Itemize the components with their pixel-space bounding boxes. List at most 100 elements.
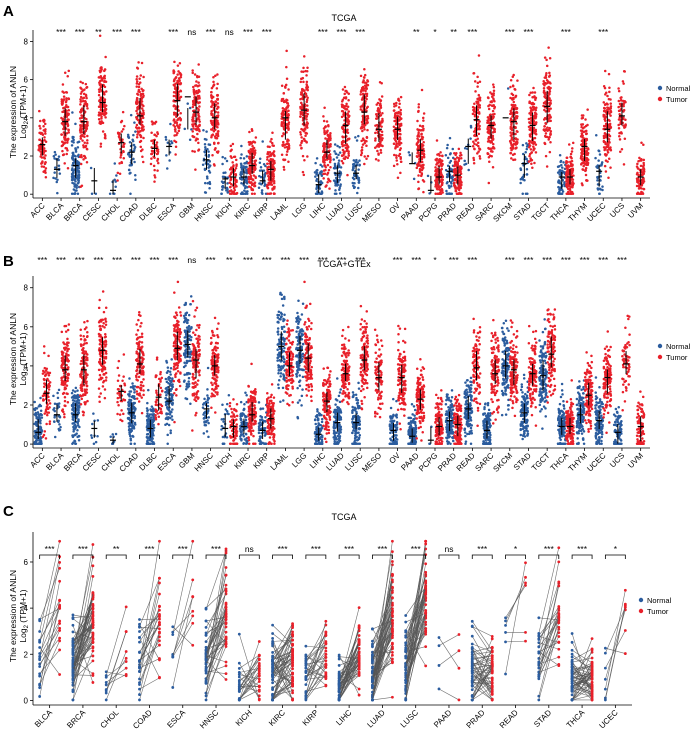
data-point (329, 137, 332, 140)
data-point (285, 77, 289, 80)
data-point (338, 192, 342, 195)
data-point (474, 138, 477, 142)
normal-points-paad (407, 151, 417, 181)
data-point (302, 129, 306, 133)
data-point (515, 106, 518, 110)
data-point (567, 187, 571, 191)
data-point (173, 134, 176, 137)
normal-points-lihc (313, 157, 324, 196)
data-point (619, 99, 623, 102)
data-point (365, 157, 368, 161)
data-point (305, 86, 308, 89)
data-point (417, 174, 420, 177)
data-point (74, 150, 78, 153)
data-point (421, 178, 425, 182)
data-point (324, 168, 327, 172)
data-point (417, 106, 420, 109)
data-point (473, 80, 477, 83)
data-point (97, 93, 101, 97)
data-point (528, 112, 531, 115)
data-point (329, 142, 332, 146)
data-point (191, 69, 194, 72)
data-point (79, 137, 83, 140)
data-point (194, 168, 197, 171)
data-point (636, 191, 640, 194)
data-point (566, 160, 569, 164)
data-point (79, 92, 83, 95)
data-point (102, 112, 106, 116)
data-point (266, 186, 270, 190)
data-point (300, 136, 303, 139)
data-point (547, 117, 550, 121)
data-point (137, 127, 141, 130)
data-point (66, 392, 69, 396)
data-point (513, 158, 517, 161)
data-point (46, 385, 50, 389)
data-point (353, 174, 356, 177)
data-point (76, 146, 80, 149)
data-point (328, 179, 332, 183)
data-point (333, 150, 336, 153)
data-point (60, 133, 63, 136)
data-point (284, 86, 287, 89)
data-point (533, 136, 537, 140)
normal-points-gbm (183, 96, 193, 141)
data-point (393, 134, 397, 138)
data-point (67, 109, 71, 112)
significance-label: *** (150, 255, 161, 265)
data-point (142, 75, 145, 79)
significance-label: ** (226, 255, 233, 265)
data-point (66, 141, 69, 144)
data-point (156, 131, 159, 134)
data-point (419, 129, 422, 132)
data-point (52, 154, 56, 158)
data-point (247, 175, 251, 179)
data-point (149, 162, 153, 166)
data-point (323, 161, 326, 164)
data-point (57, 158, 60, 162)
data-point (63, 141, 67, 144)
data-point (42, 165, 46, 169)
data-point (75, 186, 78, 189)
legend-tumor-swatch (657, 96, 663, 102)
data-point (299, 93, 303, 96)
tumor-points-chol (116, 110, 126, 182)
data-point (489, 91, 492, 94)
data-point (421, 128, 425, 132)
data-point (529, 106, 532, 109)
data-point (422, 152, 425, 155)
significance-label: *** (131, 255, 142, 265)
data-point (66, 124, 70, 128)
data-point (513, 88, 517, 91)
data-point (617, 89, 621, 93)
y-label-line2-b: Log2 (TPM+1) (18, 332, 30, 385)
data-point (44, 161, 47, 164)
data-point (392, 109, 396, 112)
data-point (43, 378, 46, 381)
data-point (363, 139, 367, 143)
data-point (396, 163, 399, 166)
data-point (572, 182, 575, 185)
x-tick-label: UVM (626, 201, 645, 220)
x-tick-label: BRCA (62, 451, 85, 474)
data-point (270, 183, 274, 187)
data-point (99, 83, 103, 86)
data-point (342, 111, 346, 115)
data-point (581, 114, 585, 117)
data-point (547, 87, 550, 91)
data-point (197, 112, 200, 116)
data-point (328, 187, 331, 190)
data-point (416, 141, 420, 144)
data-point (41, 133, 45, 136)
data-point (135, 123, 139, 127)
data-point (334, 152, 337, 155)
data-point (66, 373, 69, 376)
data-point (129, 171, 132, 175)
data-point (458, 176, 461, 180)
x-tick-label: COAD (118, 201, 141, 224)
data-point (286, 150, 289, 153)
data-point (33, 436, 37, 439)
data-point (545, 78, 549, 82)
data-point (79, 80, 82, 84)
data-point (334, 166, 337, 170)
